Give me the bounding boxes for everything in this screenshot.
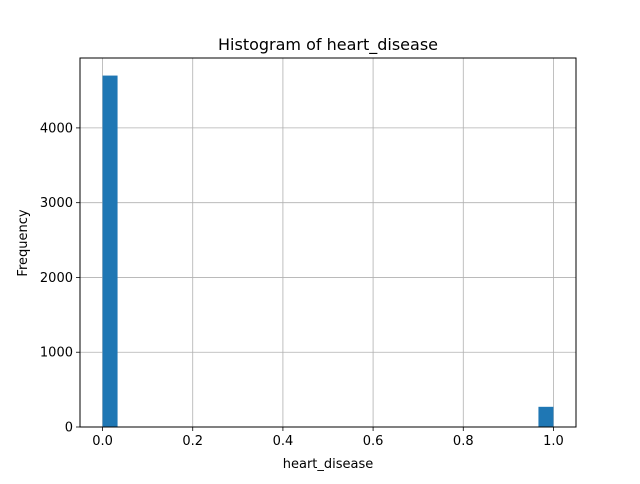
y-tick-label: 1000: [40, 346, 73, 361]
y-axis-label: Frequency: [16, 209, 31, 276]
plot-area-frame: [79, 57, 577, 428]
x-tick-label: 1.0: [543, 434, 564, 449]
x-tick-label: 0.6: [363, 434, 384, 449]
x-axis-ticks: 0.0 0.2 0.4 0.6 0.8 1.0: [92, 427, 564, 449]
y-tick-label: 3000: [40, 196, 73, 211]
histogram-bars: [102, 75, 554, 428]
chart-title: Histogram of heart_disease: [218, 35, 438, 55]
y-tick-label: 0: [65, 421, 73, 436]
y-axis-ticks: 0 1000 2000 3000 4000: [40, 121, 80, 436]
histogram-bar: [538, 406, 554, 427]
x-axis-label: heart_disease: [283, 457, 374, 472]
x-tick-label: 0.4: [273, 434, 294, 449]
x-tick-label: 0.8: [453, 434, 474, 449]
x-tick-label: 0.0: [92, 434, 113, 449]
histogram-bar: [102, 75, 118, 428]
x-tick-label: 0.2: [182, 434, 203, 449]
grid-lines: [80, 58, 576, 428]
y-tick-label: 2000: [40, 271, 73, 286]
y-tick-label: 4000: [40, 121, 73, 136]
